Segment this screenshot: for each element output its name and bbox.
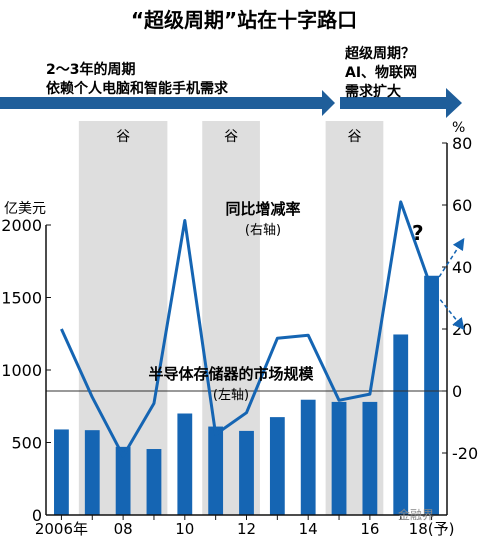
banner-left-line1: 2～3年的周期 [46,61,135,78]
trough-label: 谷 [116,129,130,145]
x-tick-label: 2006年 [35,520,88,537]
right-tick-label: 40 [452,258,472,277]
x-tick-label: 18(予) [409,520,455,537]
line-series-axis-note: (右轴) [245,223,281,238]
line-series [60,200,433,458]
bar [208,426,224,515]
banner-right-arrow [340,88,462,118]
bar [331,401,347,515]
watermark: 金融界 [398,508,435,522]
x-tick-label: 10 [175,520,194,537]
bar [177,413,193,515]
banner-left-arrow [0,90,335,116]
bar [424,275,439,515]
right-tick-label: 0 [452,382,462,401]
bar [115,446,131,515]
right-tick-label: -20 [452,444,478,463]
right-tick-label: 60 [452,196,472,215]
x-tick-label: 16 [360,520,379,537]
bar [300,399,316,515]
forecast-arrow-up [430,237,465,290]
left-tick-label: 2000 [1,216,42,235]
bar-series-name: 半导体存储器的市场规模 [148,365,314,383]
chart-title: “超级周期”站在十字路口 [131,8,357,32]
banner-left-line2: 依赖个人电脑和智能手机需求 [46,80,229,97]
banner-right-line1: 超级周期？ [344,45,415,62]
left-tick-label: 1500 [1,289,42,308]
bar [54,429,69,515]
forecast-question-mark: ? [412,221,424,245]
forecast-arrow-down [430,288,465,331]
banner-right: 超级周期？ AI、物联网 需求扩大 [340,45,462,118]
x-tick-label: 12 [237,520,256,537]
bar [362,401,378,515]
right-axis-unit: % [452,120,465,136]
bar [84,430,100,515]
trough-label: 谷 [224,129,238,145]
left-tick-label: 0 [32,506,42,525]
line-series-name: 同比增减率 [225,200,300,218]
left-tick-label: 1000 [1,361,42,380]
banner-left: 2～3年的周期 依赖个人电脑和智能手机需求 [0,61,335,116]
right-tick-label: 80 [452,134,472,153]
bar [146,449,162,515]
banner-right-line3: 需求扩大 [345,83,401,100]
bar [393,334,409,515]
left-tick-label: 500 [11,434,42,453]
bar-series-axis-note: (左轴) [213,388,249,403]
bar [239,430,254,515]
x-tick-label: 08 [114,520,133,537]
bar [269,417,285,515]
trough-label: 谷 [347,129,361,145]
left-axis-unit: 亿美元 [4,201,46,217]
plot-area: 谷 谷 谷 0 500 1000 1500 2000 -20 0 20 40 60 80 2006年 08 10… [1,121,478,537]
right-tick-label: 20 [452,320,472,339]
x-tick-label: 14 [299,520,318,537]
banner-right-line2: AI、物联网 [345,64,417,81]
